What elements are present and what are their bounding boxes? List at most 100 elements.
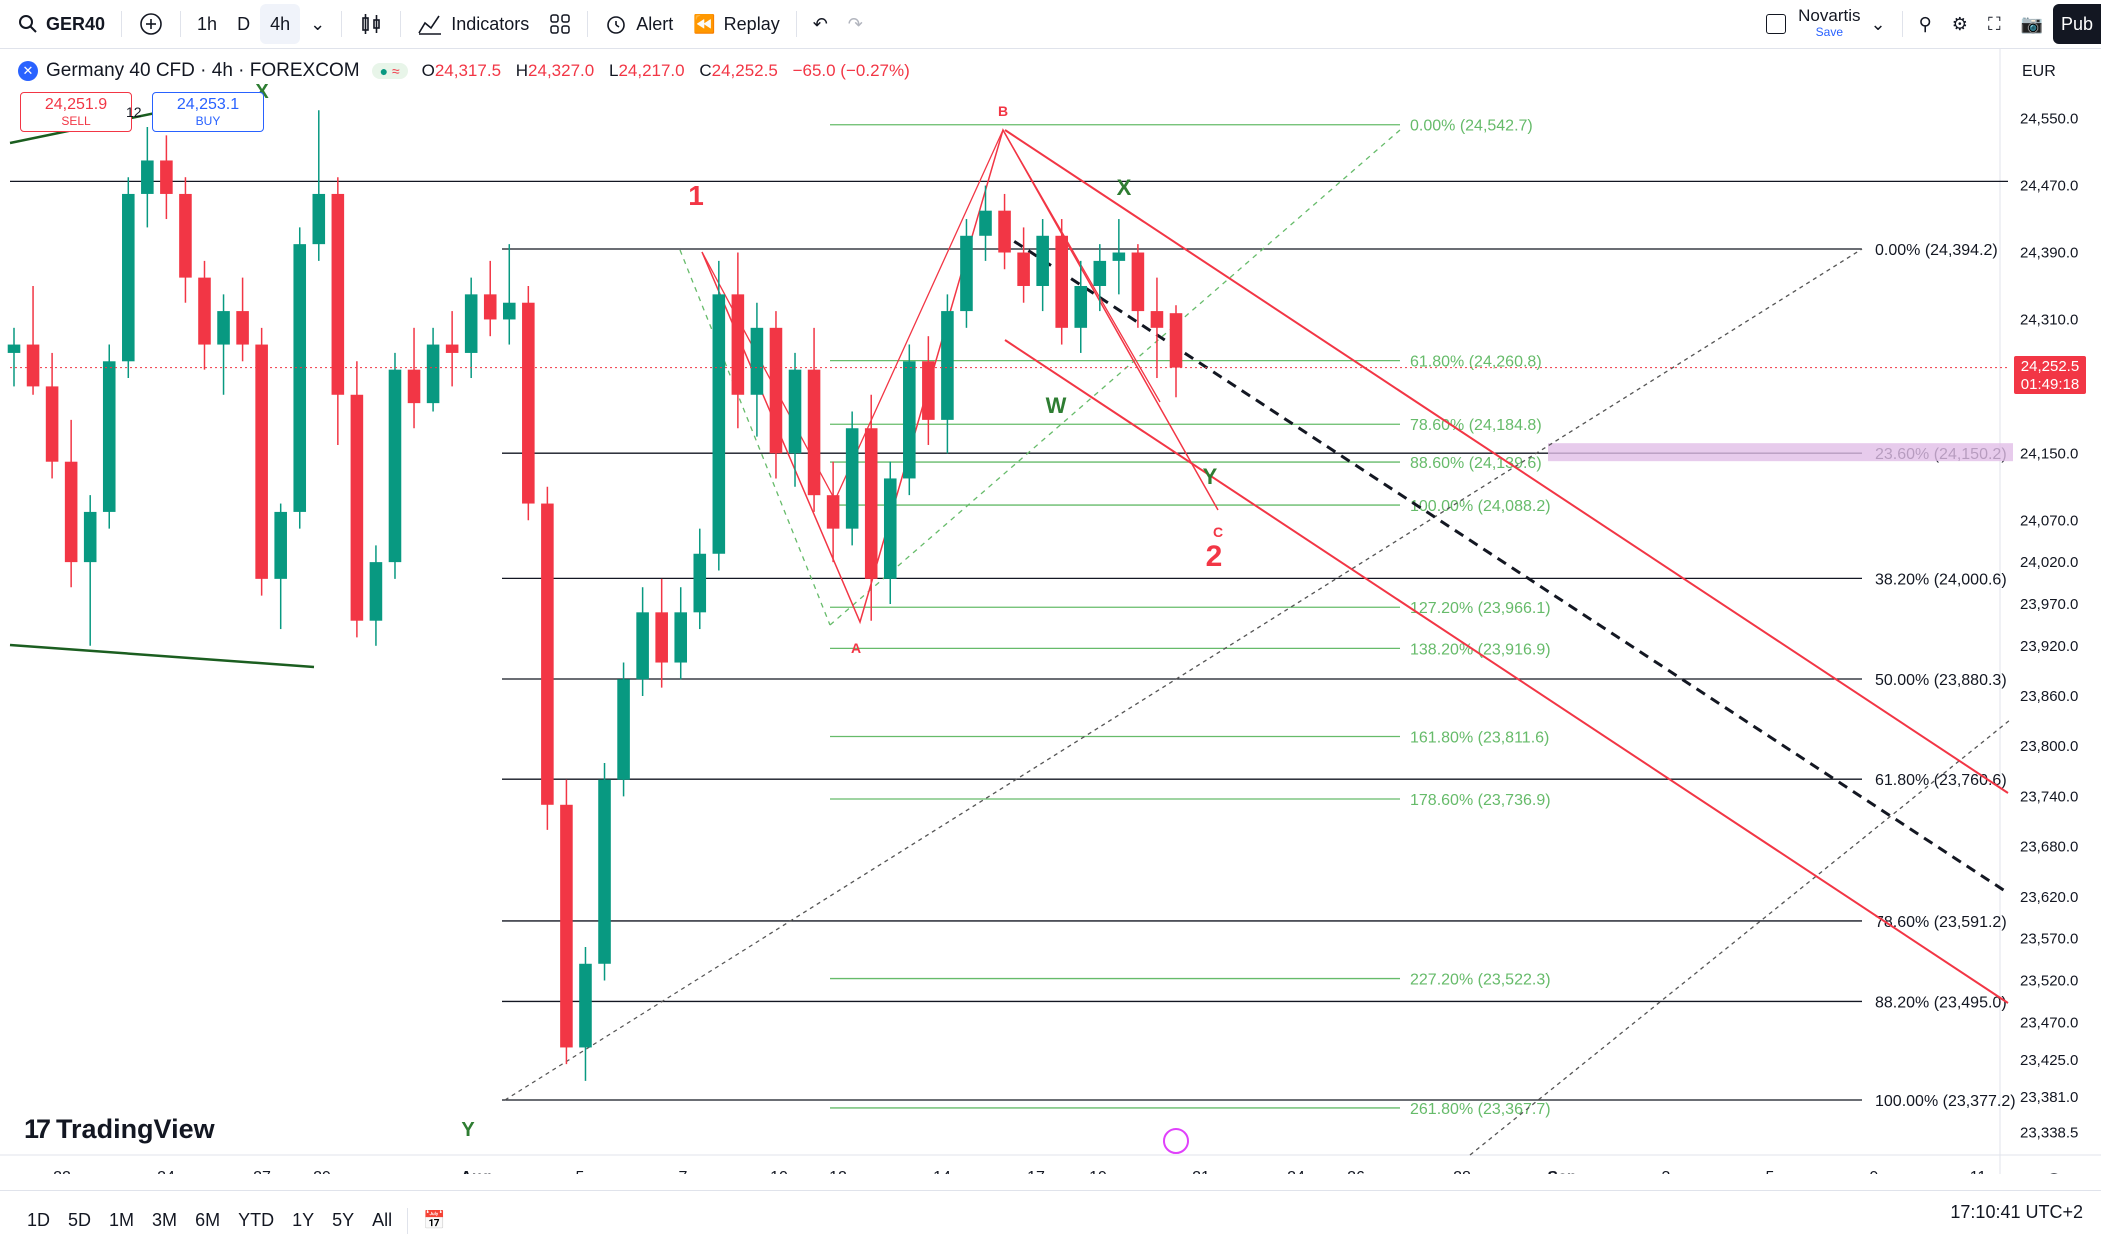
low-value: 24,217.0	[618, 61, 685, 80]
instrument-title[interactable]: Germany 40 CFD · 4h · FOREXCOM	[46, 60, 360, 81]
candles-icon	[362, 14, 380, 34]
candle-body	[883, 478, 897, 579]
candle-body	[274, 511, 287, 579]
range-all[interactable]: All	[372, 1210, 393, 1230]
fullscreen-button[interactable]: ⛶	[1978, 4, 2011, 44]
market-status-badge: ● ≈	[371, 63, 408, 79]
fib-level-label: 78.60% (23,591.2)	[1875, 914, 2007, 931]
chart-area[interactable]: 24,550.0 24,470.0 24,390.0 24,310.0 24,150.0…	[0, 49, 2101, 1174]
x-tick-label: 26	[1347, 1169, 1365, 1174]
range-1y[interactable]: 1Y	[292, 1210, 315, 1230]
candle-body	[1017, 252, 1030, 286]
range-5d[interactable]: 5D	[68, 1210, 92, 1230]
alert-button[interactable]: Alert	[594, 4, 683, 44]
candle-body	[922, 361, 935, 420]
x-tick-label: 29	[313, 1169, 331, 1174]
spread-value: 12	[126, 104, 142, 120]
open-label: O	[421, 61, 435, 80]
close-value: 24,252.5	[711, 61, 778, 80]
x-tick-label: 9	[1870, 1169, 1879, 1174]
instrument-flag-icon: ✕	[18, 61, 38, 81]
templates-button[interactable]	[539, 4, 581, 44]
x-tick-label: 24	[157, 1169, 175, 1174]
candle-body	[769, 327, 783, 454]
y-tick-label: 24,470.0	[2020, 178, 2078, 195]
currency-label[interactable]: EUR	[2022, 63, 2056, 80]
quick-search-button[interactable]: ⚲	[1909, 4, 1942, 44]
sell-label: SELL	[61, 114, 91, 128]
lightning-search-icon: ⚲	[1918, 13, 1932, 34]
publish-button[interactable]: Pub	[2052, 4, 2101, 44]
alert-label: Alert	[636, 13, 674, 34]
fullscreen-icon: ⛶	[1987, 13, 2001, 34]
fib-extension-label: 138.20% (23,916.9)	[1410, 641, 1551, 658]
interval-1h[interactable]: 1h	[197, 13, 218, 34]
range-1m[interactable]: 1M	[109, 1210, 135, 1230]
layout-name: Novartis	[1798, 6, 1861, 25]
interval-d[interactable]: D	[237, 13, 251, 34]
y-tick-label: 23,740.0	[2020, 788, 2078, 805]
wave-label: Y	[461, 1119, 475, 1141]
redo-button[interactable]: ↷	[838, 4, 873, 44]
candle-body	[1112, 252, 1126, 261]
settings-button[interactable]: ⚙	[1942, 4, 1978, 44]
interval-4h[interactable]: 4h	[260, 4, 301, 44]
ohlc-values: O24,317.5 H24,327.0 L24,217.0 C24,252.5 …	[422, 61, 920, 81]
undo-button[interactable]: ↶	[803, 4, 838, 44]
candle-body	[217, 311, 230, 345]
y-tick-label: 23,920.0	[2020, 638, 2078, 655]
wave-label: W	[1046, 393, 1067, 418]
candle-body	[445, 344, 459, 353]
layout-button[interactable]: Novartis Save ⌄	[1756, 4, 1895, 44]
range-5y[interactable]: 5Y	[332, 1210, 355, 1230]
chevron-down-icon: ⌄	[310, 13, 326, 34]
x-tick-label: 27	[253, 1169, 271, 1174]
compare-button[interactable]	[128, 4, 174, 44]
range-3m[interactable]: 3M	[152, 1210, 178, 1230]
candle-body	[903, 361, 916, 479]
candle-body	[579, 963, 592, 1048]
interval-dropdown[interactable]: ⌄	[300, 4, 335, 44]
snapshot-button[interactable]: 📷	[2011, 4, 2053, 44]
chart-legend: ✕ Germany 40 CFD · 4h · FOREXCOM ● ≈ O24…	[18, 60, 920, 82]
candle-body	[312, 193, 326, 245]
indicators-button[interactable]: Indicators	[407, 4, 539, 44]
dotted-trend-line	[504, 248, 1863, 1101]
sell-button[interactable]: 24,251.9 SELL	[20, 92, 132, 132]
dashed-channel-line	[999, 230, 2009, 895]
candle-body	[160, 160, 173, 194]
y-tick-label: 24,310.0	[2020, 311, 2078, 328]
fib-extension-label: 100.00% (24,088.2)	[1410, 498, 1551, 515]
candle-body	[7, 344, 21, 353]
undo-icon: ↶	[812, 13, 828, 34]
wave-label: B	[998, 103, 1008, 119]
x-tick-label: 19	[1089, 1169, 1107, 1174]
price-chart[interactable]: 24,550.0 24,470.0 24,390.0 24,310.0 24,150.0…	[0, 49, 2101, 1174]
channel-line	[1004, 339, 2009, 1004]
candle-body	[502, 302, 516, 320]
candle-body	[122, 193, 135, 362]
gear-icon: ⚙	[1951, 13, 1968, 34]
chart-type-button[interactable]	[348, 4, 394, 44]
range-6m[interactable]: 6M	[195, 1210, 221, 1230]
fib-extension-label: 88.60% (24,139.6)	[1410, 455, 1542, 472]
y-tick-label: 23,680.0	[2020, 839, 2078, 856]
indicators-icon	[418, 15, 442, 35]
replay-button[interactable]: ⏪ Replay	[683, 4, 789, 44]
buy-button[interactable]: 24,253.1 BUY	[152, 92, 264, 132]
trend-line	[9, 643, 315, 669]
x-tick-label: 10	[770, 1169, 788, 1174]
bar-countdown: 01:49:18	[2020, 376, 2080, 393]
alarm-clock-icon	[607, 16, 626, 34]
x-tick-label: 5	[576, 1169, 585, 1174]
y-tick-label: 23,800.0	[2020, 738, 2078, 755]
fib-extension-label: 161.80% (23,811.6)	[1410, 730, 1549, 747]
symbol-search[interactable]: GER40	[0, 4, 115, 44]
buy-price: 24,253.1	[176, 96, 240, 113]
wave-label: X	[1117, 175, 1132, 200]
date-range-button[interactable]: 📅	[414, 1210, 454, 1231]
wave-label: 1	[688, 180, 704, 211]
range-1d[interactable]: 1D	[27, 1210, 51, 1230]
range-ytd[interactable]: YTD	[238, 1210, 275, 1230]
clock[interactable]: 17:10:41 UTC+2	[1950, 1202, 2083, 1222]
